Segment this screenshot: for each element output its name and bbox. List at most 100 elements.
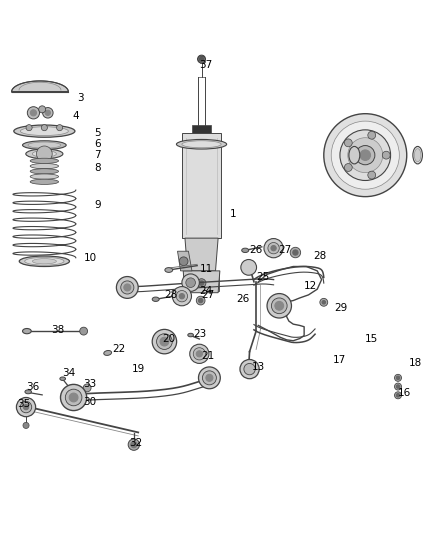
Ellipse shape — [182, 141, 221, 148]
Polygon shape — [12, 81, 68, 92]
Polygon shape — [183, 271, 220, 293]
Text: 10: 10 — [84, 253, 97, 263]
Polygon shape — [177, 251, 192, 271]
Text: 20: 20 — [162, 334, 175, 344]
Circle shape — [360, 150, 371, 160]
Ellipse shape — [20, 127, 68, 135]
Circle shape — [198, 298, 203, 303]
Circle shape — [396, 393, 400, 397]
Polygon shape — [192, 125, 211, 133]
Polygon shape — [184, 271, 194, 290]
Ellipse shape — [26, 149, 63, 159]
Text: 26: 26 — [237, 294, 250, 304]
Ellipse shape — [188, 333, 194, 337]
Ellipse shape — [30, 174, 59, 179]
Circle shape — [271, 246, 276, 251]
Circle shape — [348, 138, 383, 173]
Circle shape — [186, 278, 195, 287]
Ellipse shape — [242, 248, 249, 253]
Circle shape — [395, 374, 402, 381]
Ellipse shape — [60, 377, 66, 381]
Ellipse shape — [32, 259, 57, 264]
Text: 22: 22 — [112, 344, 125, 354]
Text: 27: 27 — [201, 290, 215, 300]
Circle shape — [57, 125, 63, 131]
Circle shape — [368, 131, 376, 139]
Circle shape — [193, 348, 205, 360]
Circle shape — [206, 374, 213, 381]
Text: 29: 29 — [335, 303, 348, 313]
Text: 26: 26 — [250, 245, 263, 255]
Circle shape — [396, 376, 400, 379]
Ellipse shape — [414, 149, 421, 161]
Circle shape — [42, 108, 53, 118]
Circle shape — [60, 384, 87, 410]
Text: 35: 35 — [17, 399, 31, 409]
Circle shape — [160, 337, 169, 346]
Circle shape — [80, 327, 88, 335]
Circle shape — [41, 125, 47, 131]
Circle shape — [69, 393, 78, 402]
Ellipse shape — [28, 142, 61, 148]
Text: 28: 28 — [164, 290, 178, 300]
Text: 32: 32 — [130, 438, 143, 448]
Circle shape — [152, 329, 177, 354]
Text: 24: 24 — [199, 286, 212, 295]
Circle shape — [275, 302, 284, 310]
Circle shape — [20, 401, 32, 413]
Circle shape — [382, 151, 390, 159]
Circle shape — [179, 257, 188, 265]
Circle shape — [117, 277, 138, 298]
Circle shape — [272, 298, 287, 313]
Circle shape — [179, 294, 184, 299]
Circle shape — [199, 281, 204, 285]
Circle shape — [322, 301, 325, 304]
Text: 23: 23 — [193, 329, 206, 339]
Circle shape — [395, 383, 402, 390]
Circle shape — [65, 389, 82, 406]
Circle shape — [331, 121, 399, 189]
Ellipse shape — [30, 164, 59, 169]
Circle shape — [131, 441, 137, 448]
Circle shape — [368, 171, 376, 179]
Circle shape — [190, 344, 209, 364]
Circle shape — [199, 57, 204, 61]
Text: 4: 4 — [73, 111, 79, 121]
Circle shape — [196, 351, 202, 357]
Text: 34: 34 — [62, 368, 75, 378]
Ellipse shape — [30, 169, 59, 174]
Circle shape — [196, 296, 205, 305]
Ellipse shape — [104, 351, 112, 356]
Polygon shape — [182, 133, 221, 238]
Text: 36: 36 — [26, 382, 39, 392]
Text: 37: 37 — [199, 60, 212, 70]
Circle shape — [264, 239, 283, 258]
Circle shape — [182, 274, 199, 292]
Circle shape — [45, 110, 50, 116]
Polygon shape — [185, 238, 218, 271]
Circle shape — [176, 290, 187, 302]
Text: 28: 28 — [313, 251, 326, 261]
Circle shape — [241, 260, 257, 275]
Circle shape — [39, 106, 46, 113]
Polygon shape — [208, 271, 219, 290]
Ellipse shape — [413, 147, 423, 164]
Circle shape — [344, 139, 352, 147]
Circle shape — [172, 287, 191, 306]
Circle shape — [198, 55, 205, 63]
Text: 16: 16 — [398, 388, 411, 398]
Text: 27: 27 — [278, 245, 291, 255]
Circle shape — [344, 164, 352, 172]
Circle shape — [198, 367, 220, 389]
Circle shape — [36, 146, 52, 161]
Circle shape — [124, 284, 131, 291]
Circle shape — [16, 398, 35, 417]
Ellipse shape — [30, 179, 59, 184]
Text: 18: 18 — [409, 358, 422, 368]
Ellipse shape — [165, 268, 173, 272]
Circle shape — [156, 334, 172, 350]
Circle shape — [290, 247, 300, 258]
Text: 9: 9 — [95, 200, 101, 211]
Ellipse shape — [25, 390, 32, 394]
Circle shape — [395, 392, 402, 399]
